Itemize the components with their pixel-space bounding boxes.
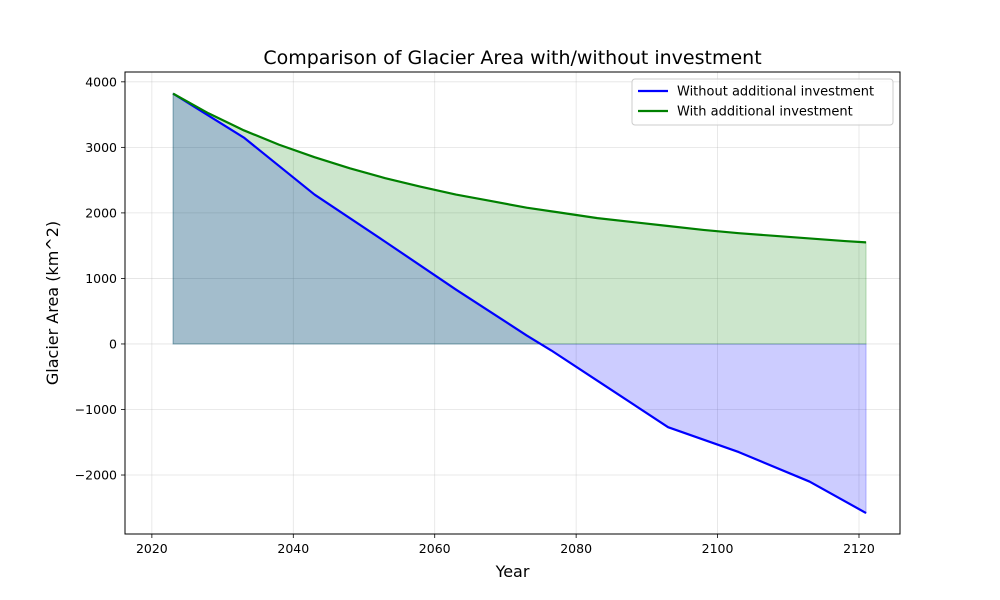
x-tick-label: 2100 bbox=[702, 541, 734, 556]
legend: Without additional investment With addit… bbox=[631, 78, 894, 126]
legend-label-without-investment: Without additional investment bbox=[677, 85, 874, 100]
chart-title: Comparison of Glacier Area with/without … bbox=[263, 47, 761, 69]
y-tick-label: 1000 bbox=[85, 271, 117, 286]
legend-label-with-investment: With additional investment bbox=[677, 105, 853, 120]
grid bbox=[125, 72, 900, 534]
y-axis-title: Glacier Area (km^2) bbox=[43, 221, 62, 385]
y-tick-label: 4000 bbox=[85, 74, 117, 89]
legend-box bbox=[631, 78, 894, 126]
x-tick-label: 2040 bbox=[277, 541, 309, 556]
y-tick-label: −2000 bbox=[75, 468, 117, 483]
x-tick-label: 2080 bbox=[560, 541, 592, 556]
x-axis-title: Year bbox=[495, 562, 530, 581]
series-line-without-investment bbox=[172, 92, 867, 514]
x-tick-label: 2020 bbox=[136, 541, 168, 556]
y-tick-label: 3000 bbox=[85, 140, 117, 155]
plot-frame bbox=[124, 71, 901, 535]
y-tick-label: 2000 bbox=[85, 205, 117, 220]
axis-ticks: 2020 2040 2060 2080 2100 2120 −2000 −1000 0 1000 2… bbox=[75, 74, 875, 556]
x-tick-label: 2120 bbox=[843, 541, 875, 556]
x-tick-label: 2060 bbox=[419, 541, 451, 556]
series-lines bbox=[172, 92, 867, 514]
y-tick-label: −1000 bbox=[75, 402, 117, 417]
series-line-with-investment bbox=[172, 92, 867, 244]
y-tick-label: 0 bbox=[109, 336, 117, 351]
